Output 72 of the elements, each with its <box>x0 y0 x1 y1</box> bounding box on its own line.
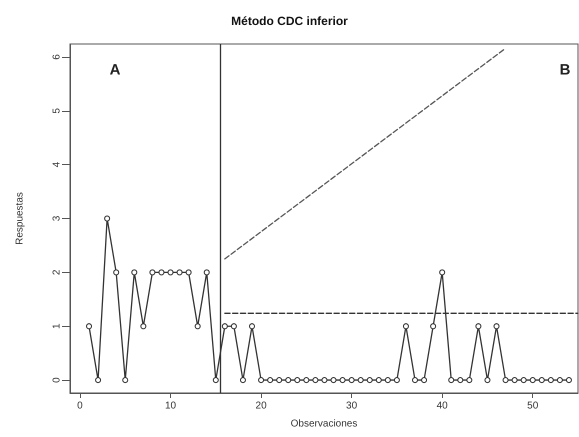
chart-title: Método CDC inferior <box>231 14 348 28</box>
y-tick-label: 0 <box>52 376 62 383</box>
point <box>484 377 490 384</box>
y-tick-label: 1 <box>52 322 62 329</box>
point <box>548 377 554 384</box>
point <box>321 377 328 384</box>
x-tick-label: 30 <box>346 400 358 412</box>
point <box>176 269 183 276</box>
point <box>240 377 246 384</box>
point <box>186 269 192 276</box>
point <box>466 377 472 384</box>
point <box>131 269 138 276</box>
point <box>566 377 572 384</box>
point <box>520 377 527 384</box>
x-tick-label: 10 <box>164 400 177 412</box>
point <box>358 377 364 384</box>
y-axis-title: Respuestas <box>14 192 26 245</box>
point <box>502 377 509 384</box>
point <box>330 377 337 384</box>
point <box>122 377 128 384</box>
y-tick-label: 3 <box>52 215 62 222</box>
point <box>194 323 201 330</box>
y-tick-label: 2 <box>52 269 62 276</box>
x-axis-title: Observaciones <box>290 418 358 430</box>
annotation: A <box>110 62 121 78</box>
point <box>412 377 418 384</box>
point <box>140 323 146 330</box>
point <box>158 269 164 276</box>
point <box>376 377 382 384</box>
point <box>212 377 219 384</box>
point <box>538 377 545 384</box>
point <box>366 377 373 384</box>
point <box>457 377 464 384</box>
point <box>258 377 264 384</box>
x-tick-label: 0 <box>77 400 84 412</box>
annotation: B <box>560 62 571 78</box>
point <box>312 377 318 384</box>
point <box>285 377 292 384</box>
point <box>494 323 500 330</box>
point <box>294 377 300 384</box>
point <box>530 377 536 384</box>
point <box>394 377 400 384</box>
point <box>168 269 174 276</box>
point <box>340 377 346 384</box>
x-tick-label: 40 <box>436 400 448 412</box>
point <box>402 323 409 330</box>
point <box>267 377 274 384</box>
point <box>149 269 156 276</box>
point <box>95 377 102 384</box>
point <box>439 269 446 276</box>
y-tick-label: 4 <box>52 161 62 168</box>
point <box>348 377 355 384</box>
point <box>104 216 110 222</box>
y-tick-label: 6 <box>52 54 62 60</box>
point <box>204 269 210 276</box>
point <box>276 377 282 384</box>
x-tick-label: 50 <box>527 400 539 412</box>
point <box>448 377 454 384</box>
point <box>430 323 436 330</box>
point <box>556 377 563 384</box>
point <box>249 323 256 330</box>
point <box>230 323 237 330</box>
point <box>384 377 391 384</box>
point <box>222 323 228 330</box>
point <box>475 323 482 330</box>
y-tick-label: 5 <box>52 108 62 114</box>
point <box>421 377 428 384</box>
point <box>86 323 92 330</box>
point <box>303 377 310 384</box>
point <box>113 269 120 276</box>
point <box>512 377 518 384</box>
x-tick-label: 20 <box>256 400 268 412</box>
